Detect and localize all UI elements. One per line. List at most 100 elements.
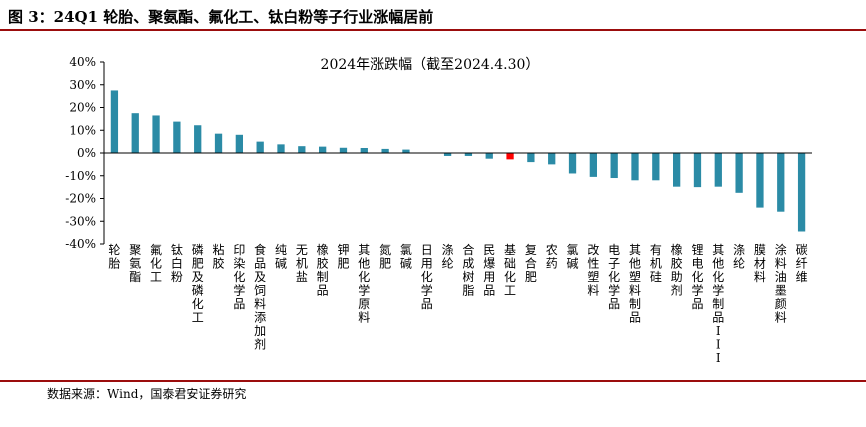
y-tick-label: -30%	[65, 214, 96, 228]
svg-text:有机硅: 有机硅	[650, 243, 662, 284]
x-tick-label: 粘胶	[213, 242, 225, 271]
svg-text:氯碱: 氯碱	[400, 243, 412, 271]
x-tick-label: 其他化学原料	[358, 243, 370, 325]
x-tick-label: 氯碱	[567, 243, 579, 271]
bar	[506, 153, 514, 160]
svg-text:纯碱: 纯碱	[275, 243, 287, 271]
svg-text:钛白粉: 钛白粉	[171, 242, 183, 284]
x-tick-label: 涂料油墨颜料	[775, 242, 787, 325]
y-tick-label: -10%	[65, 169, 96, 183]
bar	[756, 153, 764, 208]
x-tick-label: 碳纤维	[796, 243, 808, 284]
svg-text:日用化学品: 日用化学品	[421, 243, 433, 311]
y-tick-label: 10%	[69, 123, 96, 137]
y-tick-label: -40%	[65, 237, 96, 251]
x-tick-label: 橡胶助剂	[671, 243, 683, 298]
bar-series	[104, 90, 812, 232]
svg-text:合成树脂: 合成树脂	[462, 242, 474, 298]
svg-text:涂料油墨颜料: 涂料油墨颜料	[775, 242, 787, 325]
bar	[131, 113, 139, 153]
y-tick-label: 30%	[69, 78, 96, 92]
bar	[381, 148, 389, 153]
svg-text:无机盐: 无机盐	[296, 243, 308, 284]
svg-text:电子化学品: 电子化学品	[608, 243, 620, 311]
bar	[443, 153, 452, 156]
svg-text:碳纤维: 碳纤维	[796, 243, 808, 284]
y-axis: -40% -30% -20% -10% 0% 10% 20% 30% 40%	[65, 55, 105, 251]
svg-text:氮肥: 氮肥	[379, 242, 391, 271]
bar	[714, 153, 722, 187]
chart-title: 2024年涨跌幅（截至2024.4.30）	[321, 57, 540, 73]
svg-text:氟化工: 氟化工	[150, 243, 162, 284]
bar	[319, 146, 327, 153]
x-tick-label: 有机硅	[650, 243, 662, 284]
bar	[485, 153, 493, 159]
y-tick-label: 0%	[77, 146, 96, 160]
svg-text:印染化学品: 印染化学品	[233, 243, 245, 311]
svg-text:民爆用品: 民爆用品	[483, 243, 495, 298]
svg-text:其他塑料制品: 其他塑料制品	[629, 243, 641, 325]
y-tick-label: 20%	[69, 101, 96, 115]
bar-chart: 2024年涨跌幅（截至2024.4.30） -40% -30% -20% -10% 0%…	[65, 55, 812, 365]
bar	[360, 147, 368, 153]
y-tick-label: -20%	[65, 192, 96, 206]
x-tick-label: 钾肥	[337, 243, 349, 271]
svg-text:氯碱: 氯碱	[567, 243, 579, 271]
svg-text:轮胎: 轮胎	[108, 243, 120, 271]
bar	[339, 147, 348, 153]
x-tick-label: 涤纶	[442, 243, 454, 271]
x-tick-label: 其他化学制品 I I I	[712, 243, 724, 365]
bar	[631, 153, 639, 181]
x-tick-label: 涤纶	[733, 243, 745, 271]
svg-text:橡胶助剂: 橡胶助剂	[671, 243, 683, 298]
x-tick-label: 日用化学品	[421, 243, 433, 311]
x-tick-label: 其他塑料制品	[629, 243, 641, 325]
bar	[173, 121, 181, 153]
svg-text:磷肥及磷化工: 磷肥及磷化工	[192, 242, 204, 325]
x-tick-label: 氮肥	[379, 242, 391, 271]
svg-text:锂电化学品: 锂电化学品	[691, 242, 703, 311]
bottom-rule	[0, 380, 866, 382]
svg-text:膜材料: 膜材料	[754, 243, 766, 284]
x-tick-label: 复合肥	[525, 243, 537, 284]
x-axis-labels: 轮胎聚氨酯氟化工钛白粉磷肥及磷化工粘胶印染化学品食品及饲料添加剂纯碱无机盐橡胶制…	[108, 242, 807, 365]
x-tick-label: 纯碱	[275, 243, 287, 271]
bar	[214, 133, 223, 153]
bar	[693, 153, 702, 188]
bar	[152, 115, 160, 153]
x-tick-label: 轮胎	[108, 243, 120, 271]
svg-text:基础化工: 基础化工	[504, 243, 516, 298]
top-rule	[0, 29, 866, 31]
x-tick-label: 印染化学品	[233, 243, 245, 311]
x-tick-label: 改性塑料	[587, 243, 599, 298]
svg-text:复合肥: 复合肥	[525, 243, 537, 284]
bar	[527, 153, 535, 163]
svg-text:涤纶: 涤纶	[442, 243, 454, 271]
svg-text:其他化学原料: 其他化学原料	[358, 243, 370, 325]
x-tick-label: 膜材料	[754, 243, 766, 284]
x-tick-label: 电子化学品	[608, 243, 620, 311]
bar	[797, 153, 806, 232]
bar	[256, 141, 264, 153]
bar	[568, 153, 577, 174]
x-tick-label: 氯碱	[400, 243, 412, 271]
x-tick-label: 氟化工	[150, 243, 162, 284]
svg-text:改性塑料: 改性塑料	[587, 243, 599, 298]
x-tick-label: 农药	[546, 243, 558, 271]
bar	[277, 144, 285, 153]
x-tick-label: 磷肥及磷化工	[192, 242, 204, 325]
svg-text:涤纶: 涤纶	[733, 243, 745, 271]
svg-text:农药: 农药	[546, 243, 558, 271]
x-tick-label: 合成树脂	[462, 242, 474, 298]
bar	[110, 90, 119, 153]
bar	[194, 125, 202, 153]
bar	[298, 146, 306, 153]
bar	[402, 149, 410, 153]
bar	[777, 153, 785, 212]
svg-text:聚氨酯: 聚氨酯	[129, 243, 141, 284]
y-tick-label: 40%	[69, 55, 96, 69]
bar	[610, 153, 618, 179]
bar	[589, 153, 597, 177]
x-tick-label: 民爆用品	[483, 243, 495, 298]
